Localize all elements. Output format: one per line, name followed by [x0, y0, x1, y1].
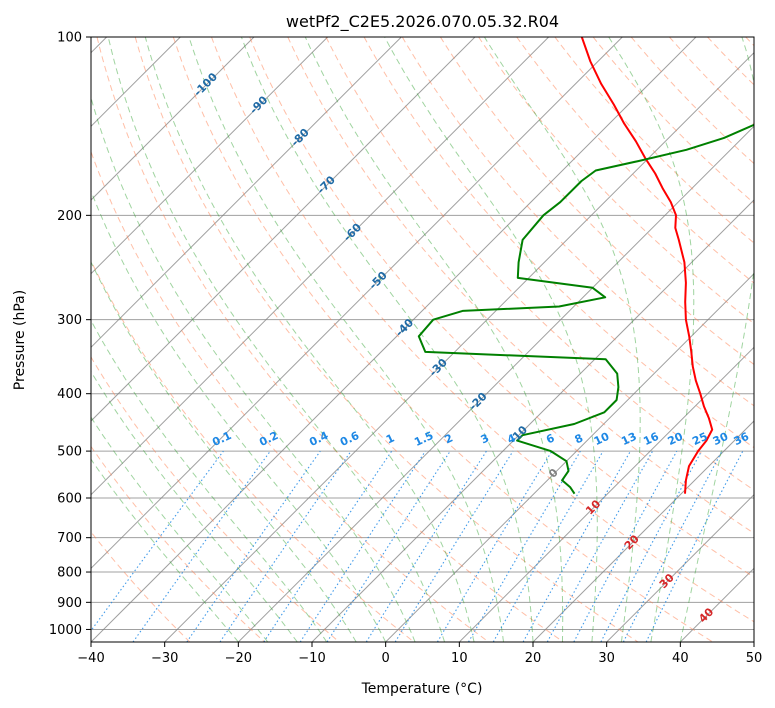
mixing-ratio-line — [573, 450, 678, 642]
dry-adiabat — [439, 37, 754, 366]
y-tick-label: 400 — [57, 387, 82, 402]
moist-adiabat — [679, 37, 754, 642]
mixing-ratio-line — [645, 450, 744, 642]
x-tick-label: 30 — [598, 651, 615, 666]
dry-adiabat — [211, 37, 754, 623]
y-tick-label: 200 — [57, 209, 82, 224]
isotherm-line — [91, 37, 550, 496]
isotherm-line — [606, 493, 754, 642]
mixing-ratio-line — [263, 450, 393, 642]
mixing-ratio-line — [186, 450, 321, 642]
moist-adiabat — [91, 416, 269, 642]
y-tick-label: 800 — [57, 566, 82, 581]
moist-adiabat — [91, 260, 357, 642]
moist-adiabat — [608, 37, 695, 642]
temperature-profile-line — [580, 37, 714, 494]
y-tick-label: 600 — [57, 492, 82, 507]
mixing-ratio-label: 25 — [690, 430, 709, 448]
moist-adiabat — [91, 319, 328, 642]
x-tick-label: 0 — [382, 651, 390, 666]
mixing-ratio-line — [522, 450, 631, 642]
mixing-ratio-line — [91, 450, 224, 632]
dry-adiabat — [325, 37, 754, 491]
moist-adiabat — [107, 37, 446, 642]
moist-adiabat — [483, 37, 641, 642]
isotherm-line — [237, 125, 754, 642]
mixing-ratio-label: 20 — [666, 430, 686, 448]
dewpoint-profile-line — [417, 123, 754, 495]
moist-adiabat — [144, 37, 475, 642]
isotherm-line — [385, 272, 754, 642]
x-tick-label: −40 — [77, 651, 104, 666]
mixing-ratio-line — [326, 450, 451, 642]
isotherm-line — [458, 346, 754, 642]
dry-adiabat — [172, 37, 713, 642]
mixing-ratio-label: 36 — [732, 430, 752, 448]
moist-adiabat — [240, 37, 534, 642]
x-tick-label: 20 — [525, 651, 542, 666]
x-axis-title: Temperature (°C) — [361, 681, 483, 697]
y-tick-label: 700 — [57, 531, 82, 546]
dry-adiabat — [91, 356, 340, 642]
mixing-ratio-line — [546, 450, 654, 642]
y-tick-label: 100 — [57, 31, 82, 46]
y-axis-title: Pressure (hPa) — [12, 290, 28, 390]
moist-adiabat — [91, 458, 239, 642]
x-tick-label: −10 — [298, 651, 325, 666]
moist-adiabat — [188, 37, 504, 642]
isotherm-line — [91, 37, 697, 642]
x-tick-label: 40 — [672, 651, 689, 666]
dry-adiabat — [134, 37, 639, 642]
x-tick-label: 50 — [746, 651, 763, 666]
isotherm-line — [91, 37, 623, 570]
isotherm-line — [91, 37, 329, 275]
moist-adiabat — [304, 37, 564, 642]
isotherm-line — [91, 37, 402, 349]
mixing-ratio-label: 16 — [641, 430, 661, 448]
isotherm-line — [91, 37, 476, 422]
mixing-ratio-line — [394, 450, 514, 642]
dry-adiabat — [96, 37, 564, 642]
dry-adiabat — [287, 37, 754, 534]
dry-adiabat — [91, 259, 415, 642]
plot-frame — [90, 36, 755, 643]
y-tick-label: 500 — [57, 445, 82, 460]
isotherm-line — [532, 420, 754, 642]
dry-adiabat — [249, 37, 754, 578]
mixing-ratio-line — [299, 450, 426, 642]
isotherm-line — [91, 37, 255, 201]
moist-adiabat — [91, 96, 416, 642]
mixing-ratio-label: 13 — [619, 430, 638, 448]
dry-adiabat — [592, 37, 754, 204]
dry-adiabat — [554, 37, 754, 244]
chart-title: wetPf2_C2E5.2026.070.05.32.R04 — [286, 12, 559, 32]
dry-adiabat — [91, 445, 265, 642]
y-tick-label: 1000 — [49, 623, 82, 638]
y-tick-label: 900 — [57, 596, 82, 611]
isotherm-line — [164, 51, 754, 642]
mixing-ratio-label: 10 — [592, 430, 612, 448]
mixing-ratio-line — [132, 450, 271, 642]
dry-adiabat — [363, 37, 754, 449]
mixing-ratio-line — [219, 450, 352, 642]
dry-adiabat — [401, 37, 754, 407]
moist-adiabat — [91, 370, 298, 642]
x-tick-label: 10 — [451, 651, 468, 666]
x-tick-label: −30 — [151, 651, 178, 666]
y-tick-label: 300 — [57, 313, 82, 328]
x-tick-label: −20 — [225, 651, 252, 666]
mixing-ratio-label: 30 — [711, 430, 731, 448]
moist-adiabat — [91, 189, 387, 642]
